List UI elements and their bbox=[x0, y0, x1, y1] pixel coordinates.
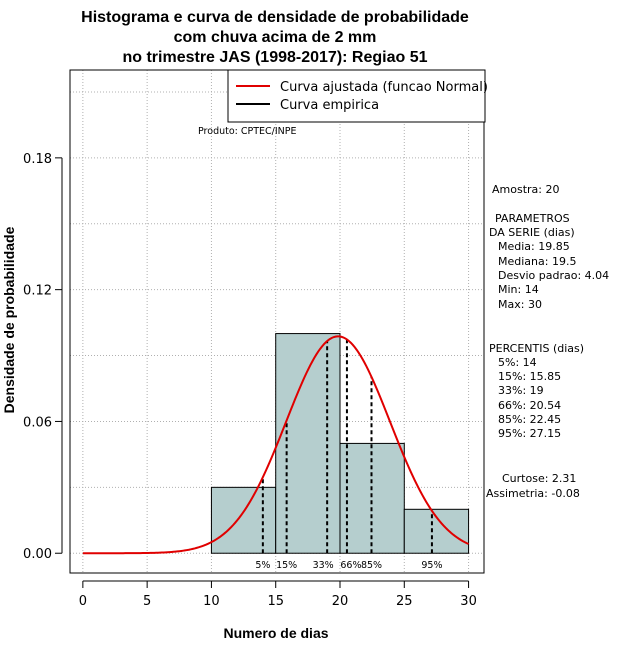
stat-min: Min: 14 bbox=[498, 283, 539, 296]
stat-curtose: Curtose: 2.31 bbox=[502, 472, 576, 485]
histogram-bars bbox=[210, 333, 470, 554]
chart-title-line-2: com chuva acima de 2 mm bbox=[174, 29, 377, 46]
legend-box bbox=[227, 69, 486, 123]
percentile-lines: 5% 15% 33% 66% 85% 95% bbox=[255, 339, 442, 571]
percentile-label: 85% bbox=[361, 560, 382, 571]
stat-desvio: Desvio padrao: 4.04 bbox=[498, 269, 609, 282]
percentile-label: 66% bbox=[340, 560, 361, 571]
percentil-33: 33%: 19 bbox=[498, 384, 544, 397]
legend-label-fit: Curva ajustada (funcao Normal) bbox=[280, 80, 488, 95]
params-header-2: DA SERIE (dias) bbox=[489, 226, 575, 239]
x-tick-label: 30 bbox=[460, 594, 477, 609]
legend-label-empirical: Curva empirica bbox=[280, 98, 379, 113]
y-tick-label: 0.12 bbox=[23, 284, 52, 299]
percentil-95: 95%: 27.15 bbox=[498, 427, 561, 440]
histogram-bar bbox=[275, 333, 341, 554]
x-axis-title: Numero de dias bbox=[223, 625, 328, 641]
legend: Curva ajustada (funcao Normal) Curva emp… bbox=[227, 69, 488, 123]
product-label: Produto: CPTEC/INPE bbox=[198, 126, 297, 137]
percentile-label: 95% bbox=[421, 560, 442, 571]
y-tick-label: 0.00 bbox=[23, 547, 52, 562]
normal-curve-layer bbox=[82, 335, 469, 555]
percentil-66: 66%: 20.54 bbox=[498, 399, 561, 412]
normal-fit-curve bbox=[82, 335, 469, 555]
x-tick-label: 20 bbox=[332, 594, 349, 609]
stats-panel: Amostra: 20 PARAMETROS DA SERIE (dias) M… bbox=[486, 183, 609, 500]
x-tick-label: 10 bbox=[203, 594, 220, 609]
chart-title-line-3: no trimestre JAS (1998-2017): Regiao 51 bbox=[122, 49, 427, 66]
percentile-label: 15% bbox=[276, 560, 297, 571]
y-tick-label: 0.18 bbox=[23, 152, 52, 167]
chart-title-line-1: Histograma e curva de densidade de proba… bbox=[81, 9, 469, 26]
percentil-85: 85%: 22.45 bbox=[498, 413, 561, 426]
x-tick-label: 5 bbox=[143, 594, 151, 609]
x-tick-label: 0 bbox=[79, 594, 87, 609]
histogram-bar bbox=[210, 486, 277, 554]
stat-mediana: Mediana: 19.5 bbox=[498, 255, 576, 268]
stat-assimetria: Assimetria: -0.08 bbox=[486, 487, 580, 500]
stat-max: Max: 30 bbox=[498, 298, 542, 311]
params-header-1: PARAMETROS bbox=[495, 212, 570, 225]
percentil-5: 5%: 14 bbox=[498, 356, 537, 369]
y-tick-label: 0.06 bbox=[23, 415, 52, 430]
x-tick-label: 15 bbox=[267, 594, 284, 609]
axes: 0 5 10 15 20 25 30 0.00 0.06 0.12 0.18 bbox=[23, 152, 477, 609]
percentis-header: PERCENTIS (dias) bbox=[489, 342, 584, 355]
y-axis-title: Densidade de probabilidade bbox=[1, 226, 17, 413]
percentil-15: 15%: 15.85 bbox=[498, 370, 561, 383]
x-tick-label: 25 bbox=[396, 594, 413, 609]
stat-media: Media: 19.85 bbox=[498, 240, 570, 253]
percentile-label: 5% bbox=[255, 560, 270, 571]
stat-amostra: Amostra: 20 bbox=[492, 183, 559, 196]
percentile-label: 33% bbox=[313, 560, 334, 571]
